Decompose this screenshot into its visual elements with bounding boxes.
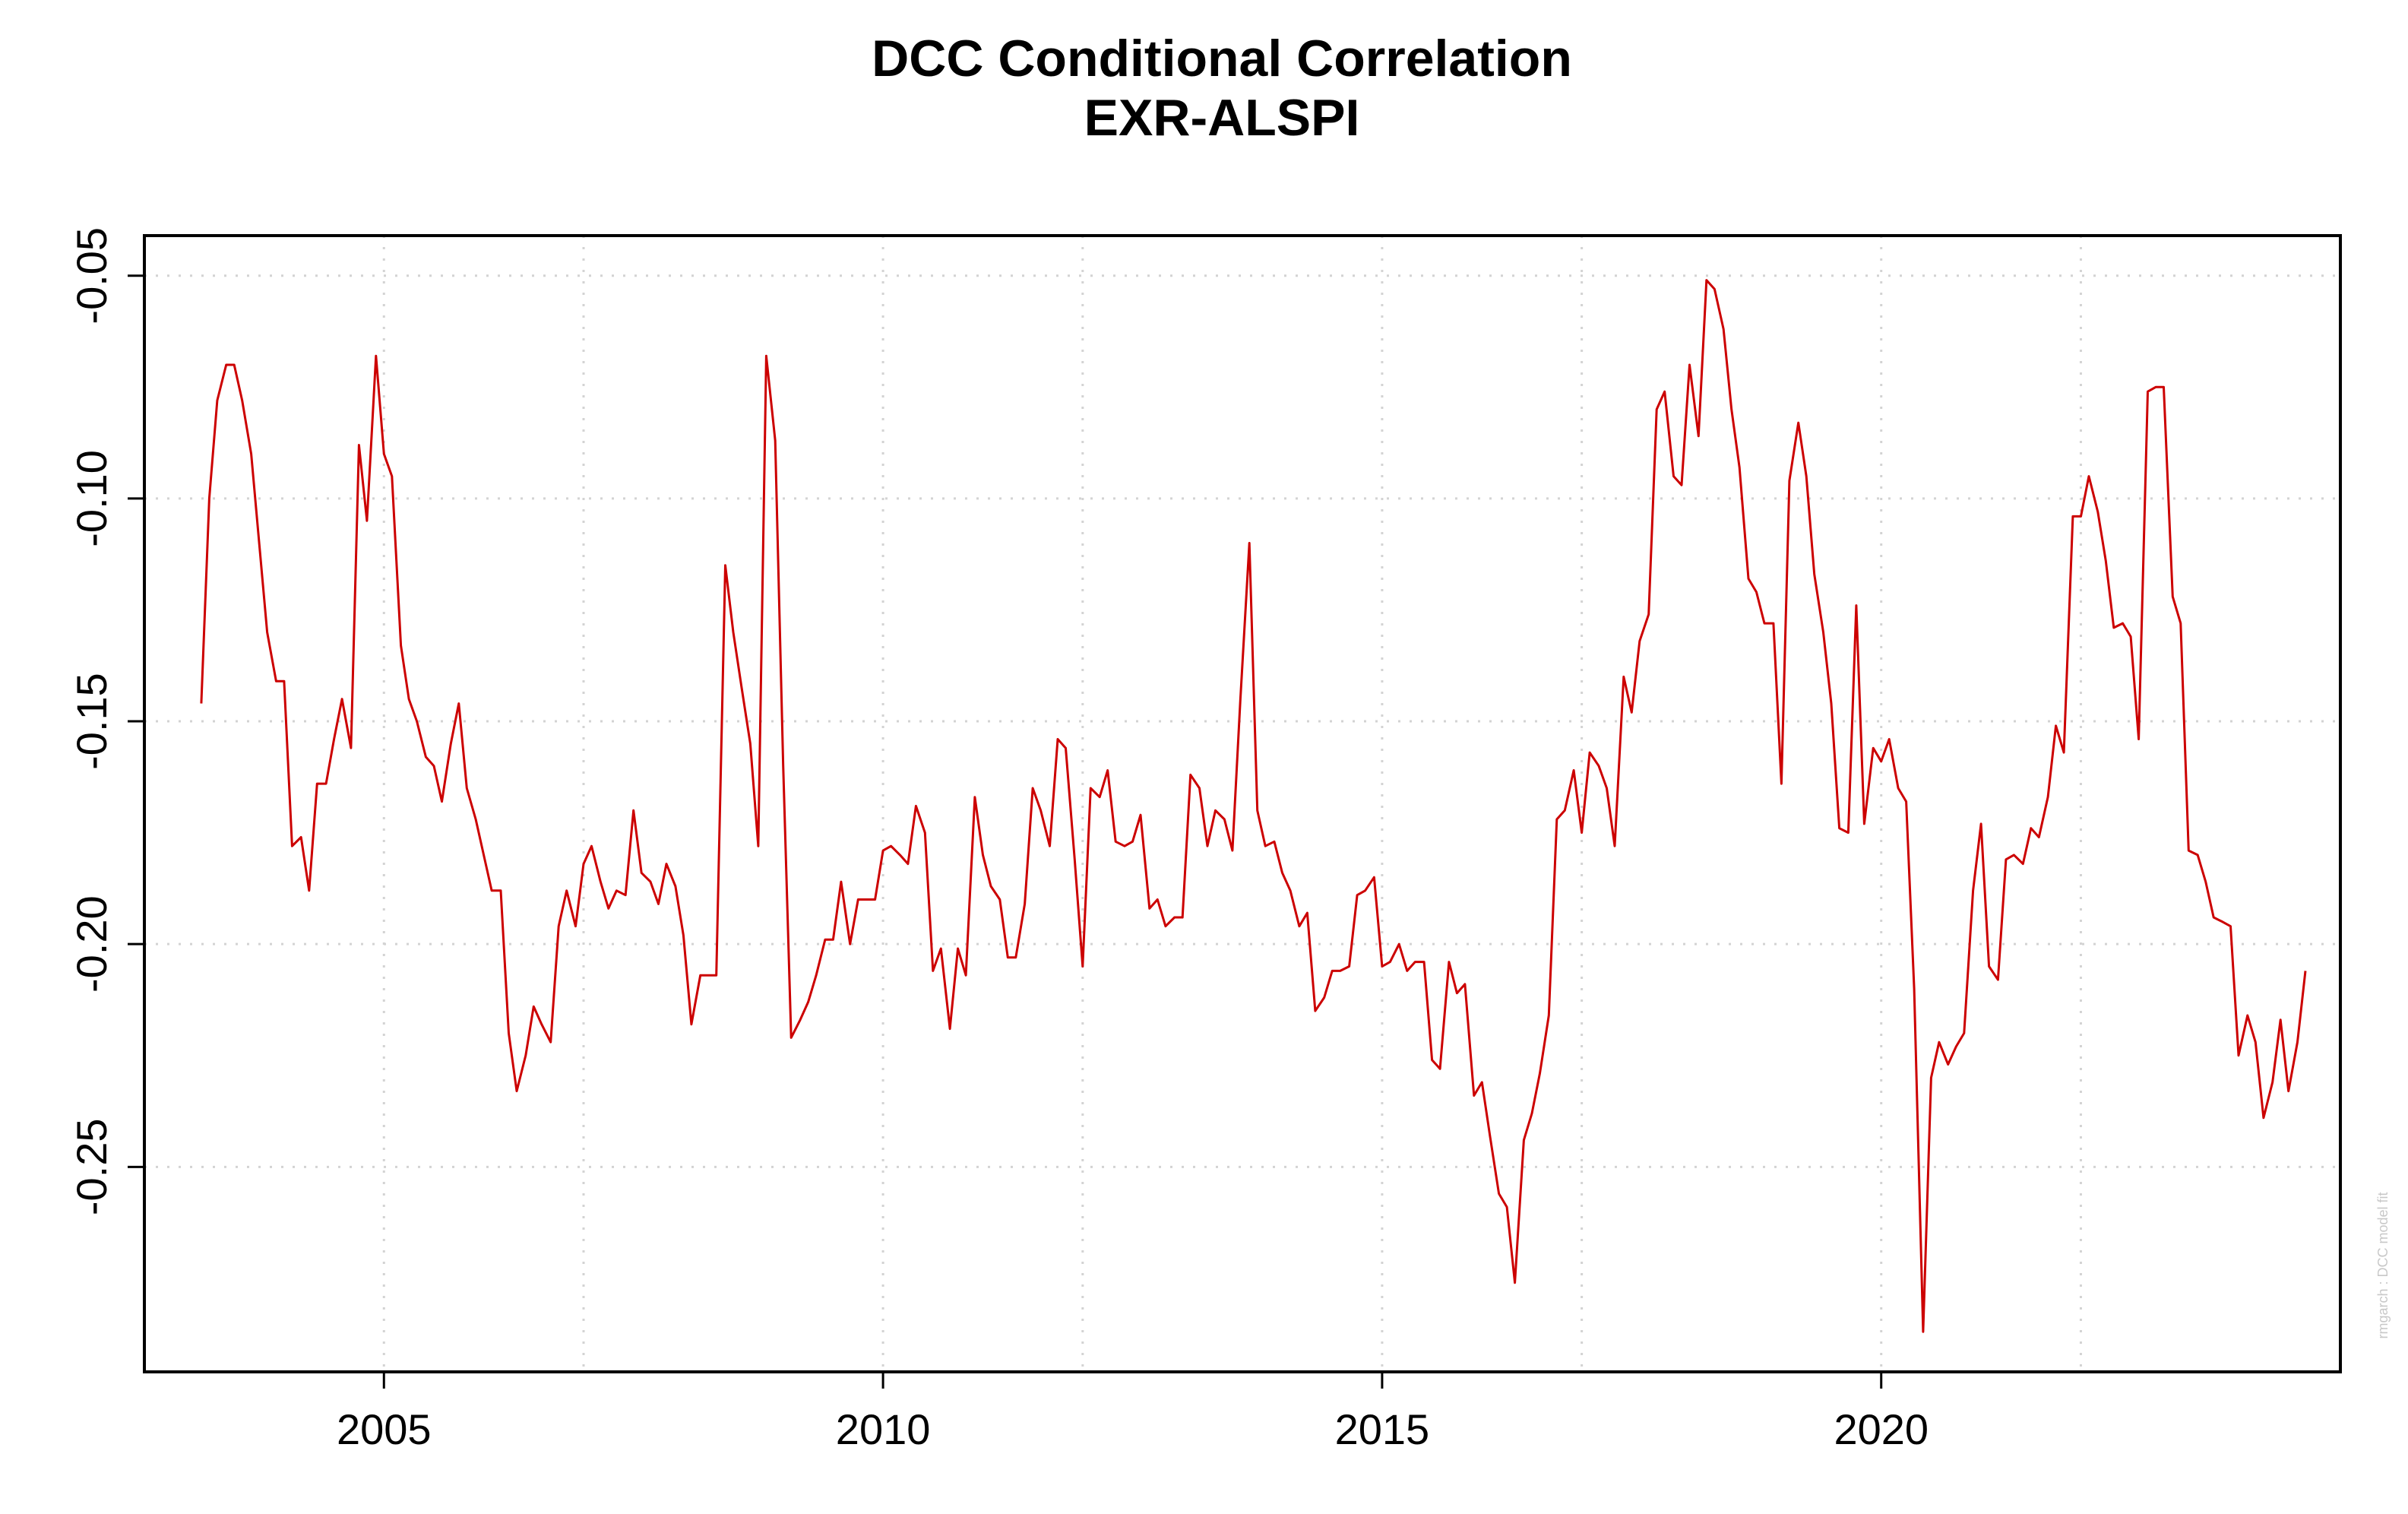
x-axis: 2005 2010 2015 2020 [337, 1372, 1929, 1453]
plot-frame [143, 234, 2342, 1373]
x-tick-label: 2015 [1335, 1405, 1430, 1453]
series-line-exr-alspi [200, 279, 2307, 1333]
y-tick-label: -0.25 [68, 1118, 115, 1215]
chart-title: DCC Conditional Correlation [872, 30, 1572, 87]
chart-subtitle: EXR-ALSPI [1084, 89, 1360, 147]
grid [144, 236, 2340, 1372]
x-tick-label: 2020 [1834, 1405, 1929, 1453]
watermark-text: rmgarch : DCC model fit [2375, 1192, 2391, 1338]
y-tick-label: -0.05 [68, 227, 115, 325]
y-axis: -0.05 -0.10 -0.15 -0.20 -0.25 [68, 227, 144, 1215]
x-tick-label: 2005 [337, 1405, 432, 1453]
y-tick-label: -0.15 [68, 673, 115, 770]
x-tick-label: 2010 [836, 1405, 931, 1453]
y-tick-label: -0.10 [68, 450, 115, 547]
y-tick-label: -0.20 [68, 895, 115, 993]
series-layer [200, 279, 2307, 1333]
